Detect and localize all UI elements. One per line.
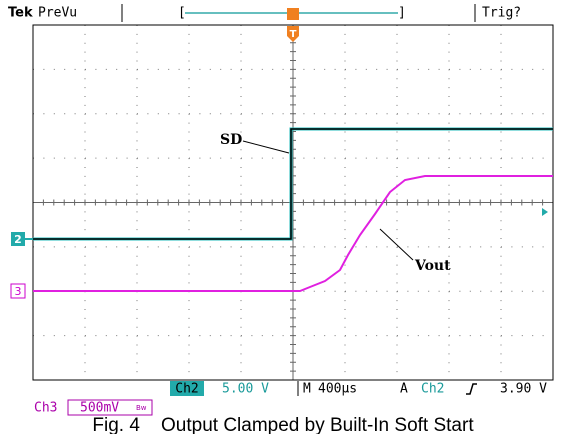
- sd-label: SD: [220, 132, 242, 148]
- trigger-slope: [466, 383, 477, 395]
- graticule: [32, 24, 554, 381]
- vout-label: Vout: [414, 258, 451, 274]
- ch3-label: Ch3: [34, 401, 57, 416]
- ch3-scale: 500mV: [80, 401, 119, 416]
- trigger-source: Ch2: [421, 382, 444, 397]
- trigger-position-marker: [287, 8, 299, 20]
- bandwidth: Bw: [136, 404, 147, 412]
- ch2-trace-core: [33, 128, 553, 240]
- trigger-marker: [287, 26, 299, 42]
- ch2-marker: [11, 232, 25, 246]
- trigger-marker-label: T: [290, 29, 297, 40]
- ch3-marker-label: 3: [15, 285, 22, 298]
- ch3-trace: [33, 175, 553, 292]
- ch2-scale: 5.00 V: [222, 382, 269, 397]
- time-scale: 400µs: [318, 382, 357, 397]
- mode: PreVu: [38, 6, 77, 21]
- brand: Tek: [8, 6, 33, 21]
- ch3-scale-box: [67, 399, 153, 416]
- trigger-prefix: A: [400, 382, 408, 397]
- ch2-label-box: [170, 381, 204, 396]
- ch2-label: Ch2: [175, 382, 198, 397]
- trigger-status: Trig?: [482, 6, 521, 21]
- time-prefix: M: [303, 382, 311, 397]
- screen-border: [32, 24, 554, 381]
- caption: Fig. 4 Output Clamped by Built-In Soft S…: [92, 415, 474, 434]
- trigger-level-marker: [542, 208, 548, 216]
- trigger-level: 3.90 V: [500, 382, 547, 397]
- bracket-right: ]: [398, 6, 406, 21]
- ch3-marker: [10, 283, 26, 299]
- ch2-marker-label: 2: [14, 233, 22, 246]
- bracket-left: [: [178, 6, 186, 21]
- vout-arrow: [379, 228, 414, 261]
- sd-arrow: [242, 140, 290, 154]
